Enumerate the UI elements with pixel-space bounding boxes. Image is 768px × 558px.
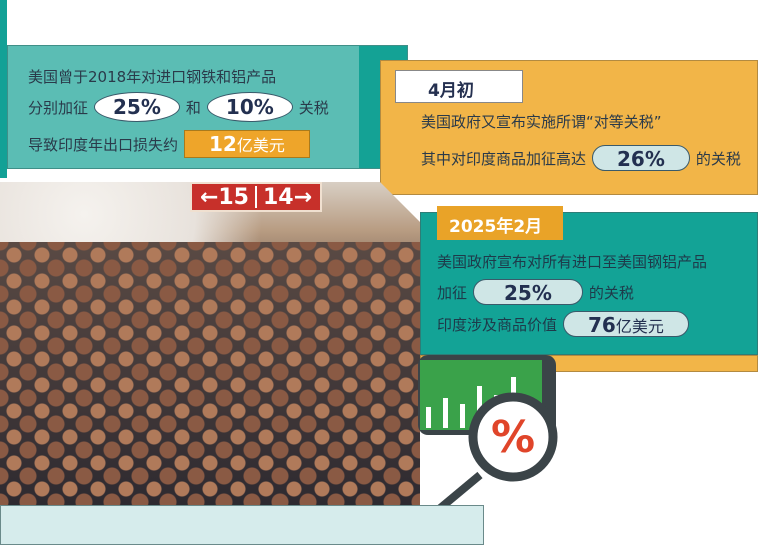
platform-sign: ←15 14→ (190, 182, 322, 212)
tag-april: 4月初 (395, 70, 523, 103)
caption-bar (0, 505, 484, 545)
loss-badge: 12亿美元 (184, 130, 310, 158)
block1-line3-prefix: 导致印度年出口损失约 (28, 135, 179, 154)
chart-bar (460, 404, 465, 428)
magnifier-handle (435, 471, 483, 510)
value-number: 76 (588, 313, 616, 337)
sign-right: 14→ (263, 184, 313, 210)
loss-unit: 亿美元 (236, 136, 285, 155)
tag-feb-2025: 2025年2月 (437, 206, 563, 240)
left-accent-bar (0, 0, 7, 178)
percent-symbol: % (491, 412, 535, 463)
block-2018-tariffs: 美国曾于2018年对进口钢铁和铝产品 分别加征 25% 和 10% 关税 导致印… (7, 45, 408, 169)
block1-line1: 美国曾于2018年对进口钢铁和铝产品 (28, 68, 277, 86)
block2-line2-prefix: 其中对印度商品加征高达 (421, 149, 587, 168)
loss-number: 12 (209, 132, 237, 156)
block1-line2-suffix: 关税 (298, 98, 329, 117)
block2-line2-suffix: 的关税 (695, 149, 741, 168)
block1-line2-prefix: 分别加征 (28, 98, 89, 117)
block3-line2-suffix: 的关税 (588, 283, 634, 302)
goods-value-badge: 76亿美元 (563, 311, 689, 337)
value-unit: 亿美元 (615, 317, 664, 336)
block2-line1: 美国政府又宣布实施所谓“对等关税” (421, 113, 662, 131)
steel-rate-badge: 25% (94, 92, 180, 122)
block-feb-2025-tariffs: 美国政府宣布对所有进口至美国钢铝产品 加征 25% 的关税 印度涉及商品价值 7… (420, 212, 758, 355)
chart-bar (477, 386, 482, 428)
magnifier-lens (468, 392, 558, 482)
block1-line2-mid: 和 (185, 98, 201, 117)
crowd-photo (0, 182, 420, 505)
aluminum-rate-badge: 10% (206, 92, 293, 122)
block3-line1: 美国政府宣布对所有进口至美国钢铝产品 (437, 253, 708, 271)
magnifier-percent-chart-icon: % (418, 355, 558, 510)
block3-line3-prefix: 印度涉及商品价值 (437, 315, 558, 334)
sign-left: ←15 (199, 184, 249, 210)
reciprocal-rate-badge: 26% (592, 145, 690, 171)
chart-bar (426, 407, 431, 428)
steel-aluminum-rate-badge: 25% (473, 279, 583, 305)
chart-bar (443, 398, 448, 428)
block3-line2-prefix: 加征 (437, 283, 468, 302)
crowd-image (0, 242, 420, 505)
